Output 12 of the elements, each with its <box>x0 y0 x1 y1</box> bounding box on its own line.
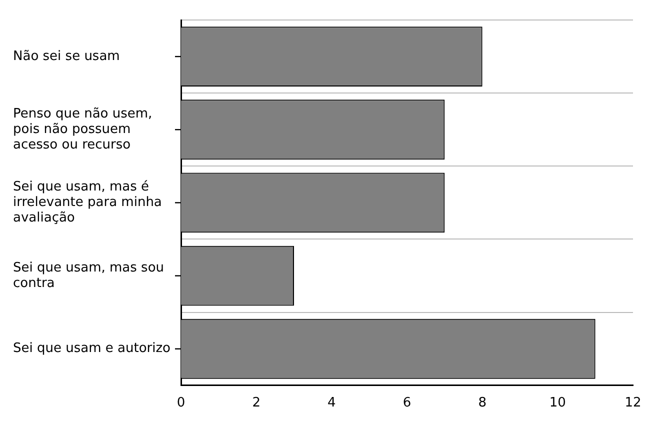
x-tick-label: 6 <box>402 396 412 411</box>
x-tick-label: 8 <box>478 396 486 411</box>
x-tick-label: 4 <box>328 396 336 411</box>
y-tick-label: Sei que usam, mas sou contra <box>13 260 164 291</box>
y-tick-label: Penso que não usem, pois não possuem acesso ou recurso <box>13 106 152 153</box>
x-tick-label: 10 <box>549 396 566 411</box>
y-tick-label: Sei que usam e autorizo <box>13 341 171 356</box>
x-tick-label: 2 <box>252 396 260 411</box>
y-tick-label: Não sei se usam <box>13 48 120 64</box>
x-tick-label: 0 <box>176 396 186 411</box>
y-tick-label: Sei que usam, mas é irrelevante para minha avaliação <box>13 179 162 226</box>
x-tick-label: 12 <box>624 396 642 411</box>
